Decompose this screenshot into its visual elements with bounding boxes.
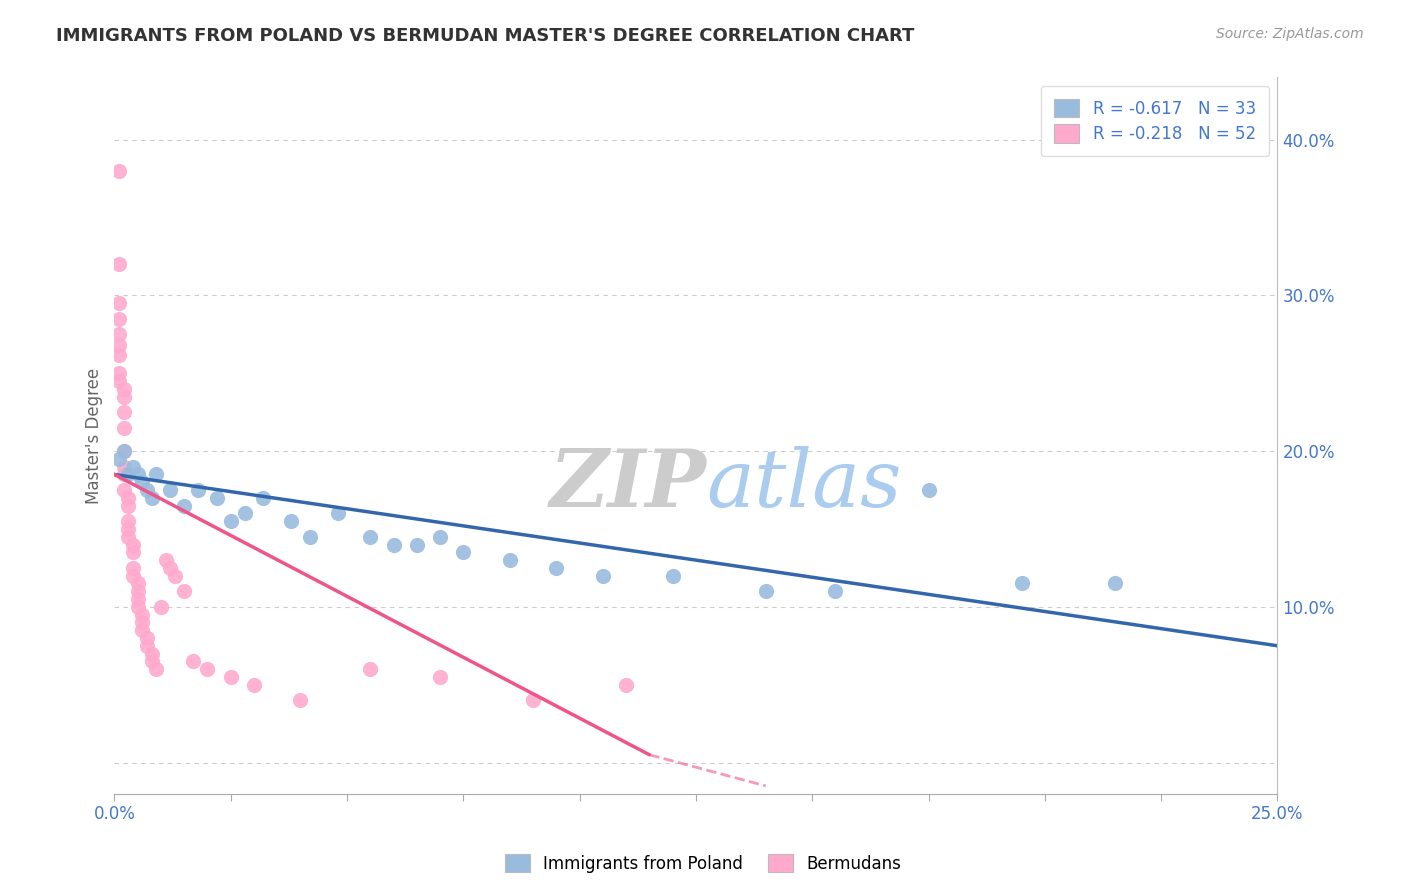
Point [359,662,381,676]
Point [359,530,381,544]
Point [112,444,135,458]
Point [382,537,405,551]
Point [108,164,131,178]
Point [122,561,145,575]
Point [108,338,131,352]
Point [117,530,139,544]
Point [661,568,683,582]
Point [127,467,149,482]
Text: Source: ZipAtlas.com: Source: ZipAtlas.com [1216,27,1364,41]
Point [108,348,131,362]
Point [429,530,451,544]
Point [173,584,195,599]
Point [173,499,195,513]
Point [131,623,153,637]
Point [141,491,163,505]
Point [108,327,131,342]
Point [131,607,153,622]
Point [187,483,209,497]
Point [149,599,172,614]
Point [108,451,131,466]
Point [117,522,139,536]
Point [108,296,131,310]
Point [117,467,139,482]
Point [163,568,186,582]
Point [122,545,145,559]
Point [145,467,167,482]
Point [183,654,205,668]
Point [592,568,614,582]
Point [298,530,321,544]
Point [290,693,312,707]
Point [108,374,131,388]
Point [112,467,135,482]
Point [112,390,135,404]
Text: IMMIGRANTS FROM POLAND VS BERMUDAN MASTER'S DEGREE CORRELATION CHART: IMMIGRANTS FROM POLAND VS BERMUDAN MASTE… [56,27,915,45]
Point [219,670,242,684]
Text: atlas: atlas [706,446,901,524]
Legend: Immigrants from Poland, Bermudans: Immigrants from Poland, Bermudans [498,847,908,880]
Point [136,639,159,653]
Legend: R = -0.617   N = 33, R = -0.218   N = 52: R = -0.617 N = 33, R = -0.218 N = 52 [1040,86,1270,156]
Point [131,615,153,630]
Point [546,561,568,575]
Point [1011,576,1033,591]
Point [326,507,349,521]
Point [112,405,135,419]
Point [127,592,149,607]
Point [614,678,637,692]
Point [429,670,451,684]
Point [197,662,219,676]
Point [112,483,135,497]
Point [141,647,163,661]
Text: ZIP: ZIP [550,446,706,524]
Point [136,631,159,645]
Point [917,483,939,497]
Point [219,514,242,528]
Point [499,553,522,567]
Point [112,459,135,474]
Point [205,491,228,505]
Point [159,561,181,575]
Point [108,366,131,380]
Point [122,537,145,551]
Point [127,599,149,614]
Point [141,654,163,668]
Point [159,483,181,497]
Point [145,662,167,676]
Point [252,491,274,505]
Point [522,693,544,707]
Point [112,382,135,396]
Point [127,584,149,599]
Y-axis label: Master's Degree: Master's Degree [86,368,103,504]
Point [122,568,145,582]
Point [108,257,131,271]
Point [136,483,159,497]
Point [824,584,846,599]
Point [755,584,778,599]
Point [453,545,475,559]
Point [108,311,131,326]
Point [117,499,139,513]
Point [122,459,145,474]
Point [155,553,177,567]
Point [1104,576,1126,591]
Point [405,537,427,551]
Point [112,444,135,458]
Point [131,475,153,490]
Point [117,514,139,528]
Point [127,576,149,591]
Point [117,491,139,505]
Point [112,421,135,435]
Point [280,514,302,528]
Point [233,507,256,521]
Point [243,678,266,692]
